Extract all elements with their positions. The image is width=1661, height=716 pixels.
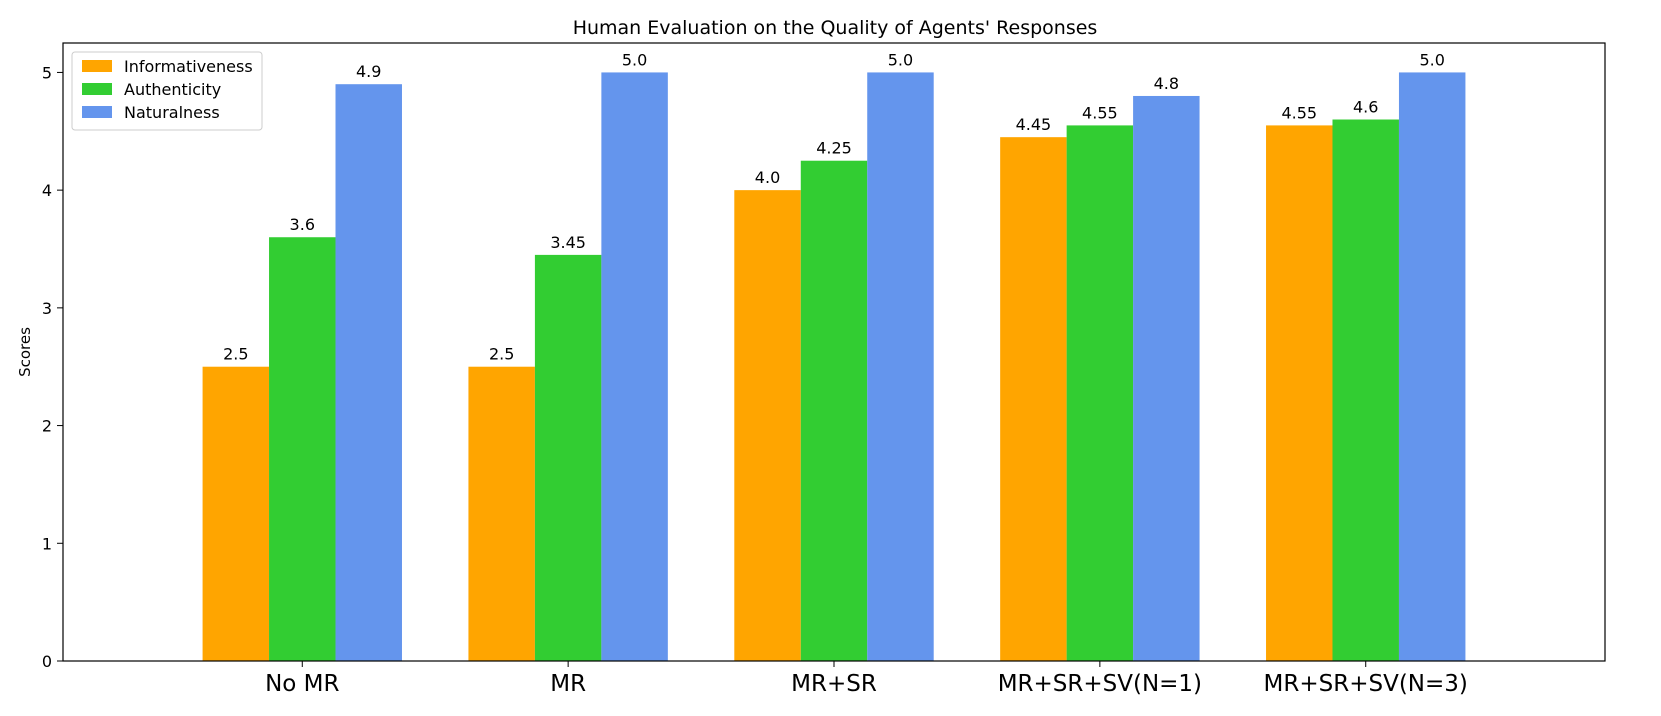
y-tick-label: 1 (42, 534, 52, 553)
x-tick-label: MR+SR (791, 671, 877, 697)
x-axis: No MR MR MR+SR MR+SR+SV(N=1) MR+SR+SV(N=3) (265, 661, 1468, 697)
bar-informativeness-1 (202, 366, 270, 661)
bar-naturalness-5 (1398, 72, 1466, 662)
data-label-informativeness-1: 2.5 (223, 345, 248, 364)
data-label-naturalness-1: 4.9 (356, 62, 381, 81)
data-label-informativeness-3: 4.0 (755, 168, 780, 187)
bars-layer (202, 72, 1466, 662)
bar-authenticity-2 (534, 254, 602, 661)
legend: Informativeness Authenticity Naturalness (71, 51, 263, 131)
data-label-informativeness-4: 4.45 (1016, 115, 1052, 134)
x-tick-label: MR+SR+SV(N=1) (998, 671, 1202, 697)
y-tick-label: 0 (42, 652, 52, 671)
legend-label-authenticity: Authenticity (124, 80, 221, 99)
bar-authenticity-1 (269, 237, 336, 662)
legend-swatch-authenticity (82, 83, 112, 95)
data-label-authenticity-3: 4.25 (816, 139, 852, 158)
bar-naturalness-2 (601, 72, 668, 662)
data-label-authenticity-2: 3.45 (550, 233, 586, 252)
legend-box (71, 51, 263, 131)
x-tick-label: MR (550, 671, 586, 697)
data-label-authenticity-5: 4.6 (1353, 98, 1378, 117)
legend-swatch-informativeness (82, 60, 112, 72)
data-label-authenticity-4: 4.55 (1082, 103, 1118, 122)
bar-authenticity-4 (1066, 125, 1134, 661)
data-label-naturalness-3: 5.0 (888, 50, 913, 69)
y-tick-label: 3 (42, 299, 52, 318)
data-label-informativeness-2: 2.5 (489, 345, 514, 364)
x-tick-label: MR+SR+SV(N=3) (1264, 671, 1468, 697)
y-tick-label: 2 (42, 417, 52, 436)
legend-swatch-naturalness (82, 106, 112, 118)
bar-informativeness-2 (468, 366, 535, 661)
y-axis: 0 1 2 3 4 5 (42, 63, 63, 671)
data-label-naturalness-5: 5.0 (1419, 50, 1444, 69)
bar-naturalness-4 (1133, 95, 1200, 662)
bar-informativeness-5 (1266, 125, 1333, 661)
bar-naturalness-3 (867, 72, 934, 662)
bar-informativeness-3 (734, 190, 801, 661)
data-label-naturalness-2: 5.0 (622, 50, 647, 69)
bar-informativeness-4 (1000, 137, 1067, 662)
data-label-informativeness-5: 4.55 (1281, 103, 1317, 122)
data-label-naturalness-4: 4.8 (1154, 74, 1179, 93)
bar-authenticity-5 (1332, 119, 1399, 661)
bar-authenticity-3 (800, 160, 868, 661)
data-label-authenticity-1: 3.6 (290, 215, 315, 234)
bar-naturalness-1 (335, 84, 402, 661)
y-axis-label: Scores (16, 327, 34, 377)
x-tick-label: No MR (265, 671, 339, 697)
legend-label-informativeness: Informativeness (124, 57, 253, 76)
chart-title: Human Evaluation on the Quality of Agent… (573, 17, 1098, 39)
y-tick-label: 4 (42, 181, 52, 200)
y-tick-label: 5 (42, 63, 52, 82)
legend-label-naturalness: Naturalness (124, 103, 220, 122)
data-labels-layer: 2.5 2.5 4.0 4.45 4.55 3.6 3.45 4.25 4.55 4.6 4.9 5.… (223, 50, 1445, 363)
